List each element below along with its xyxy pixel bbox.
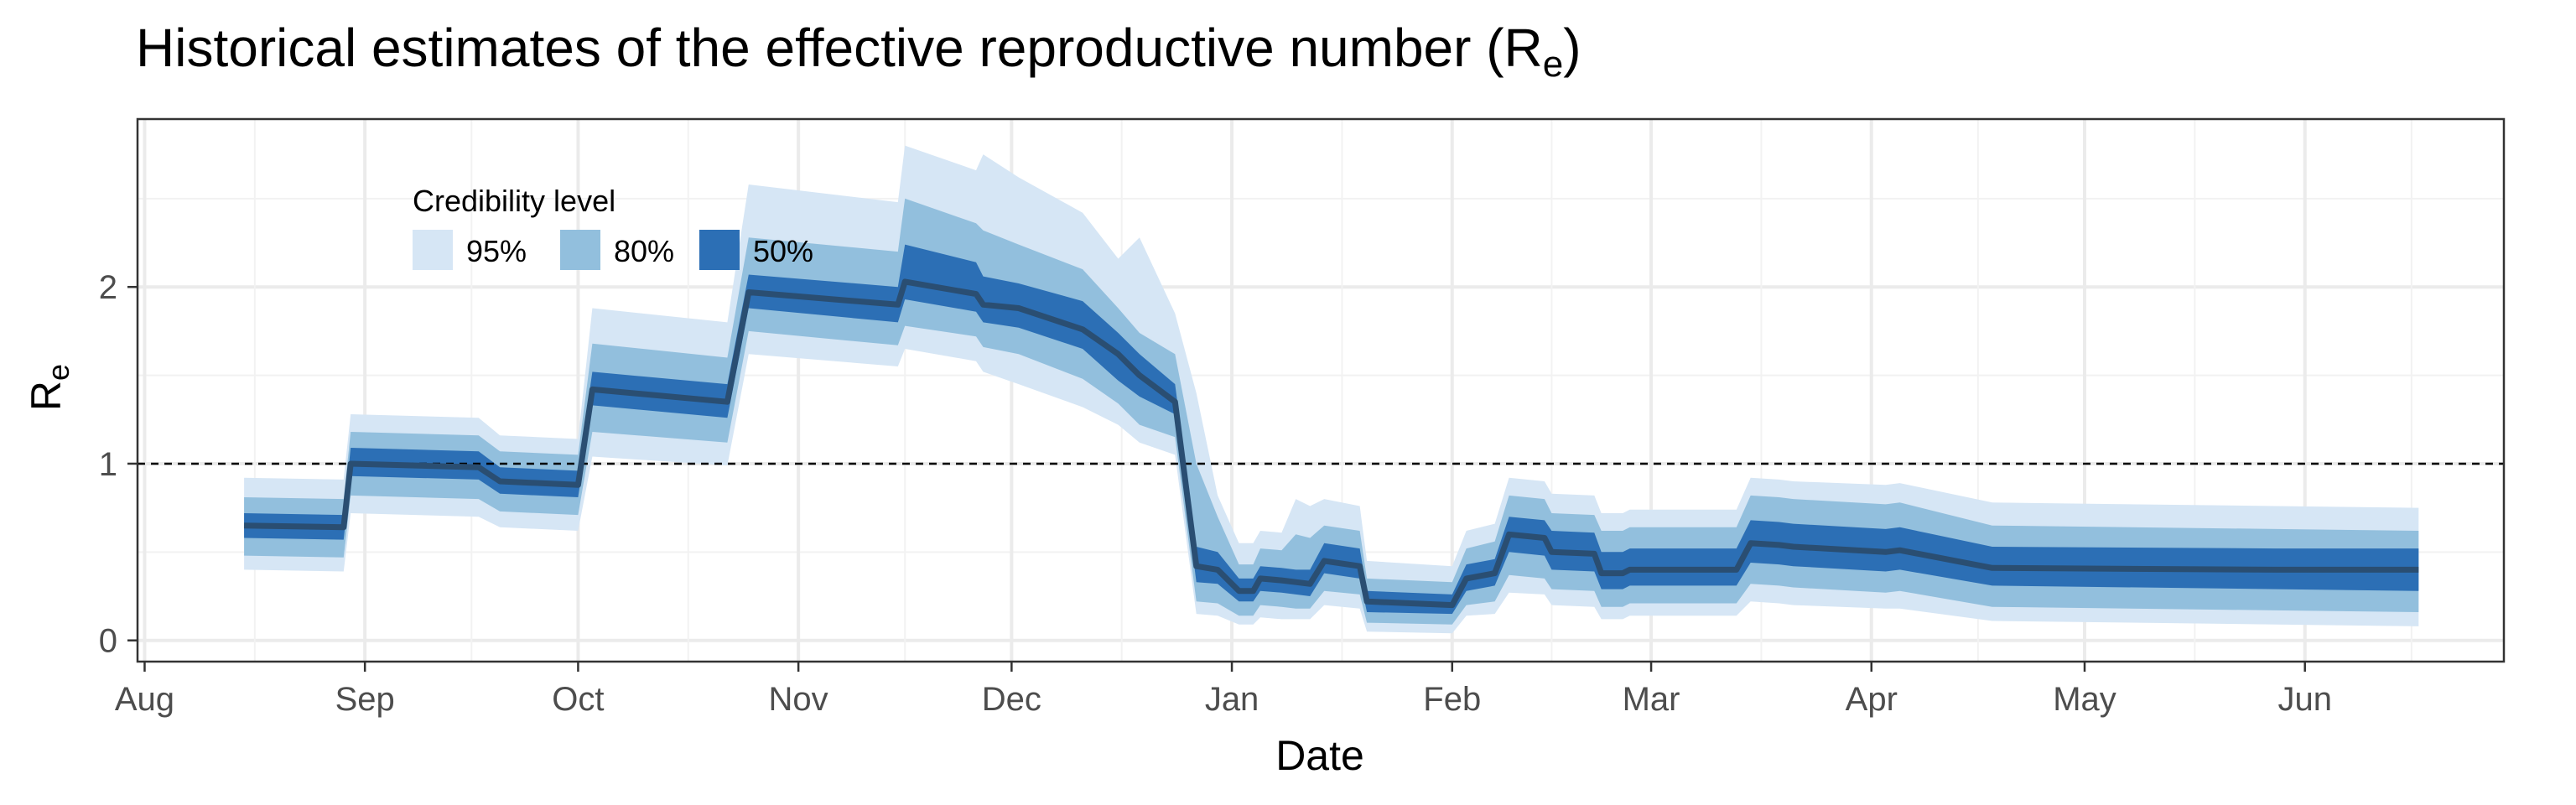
axis-ticks: 0 1 2 Aug Sep Oct Nov Dec Jan Feb Mar Apr May Jun bbox=[99, 269, 2332, 718]
x-tick-label: Feb bbox=[1423, 681, 1481, 718]
legend-label-80: 80% bbox=[614, 234, 674, 268]
legend: Credibility level 95% 80% 50% bbox=[413, 184, 813, 270]
chart-title-main: Historical estimates of the effective re… bbox=[136, 18, 1543, 78]
x-tick-label: Dec bbox=[982, 681, 1041, 718]
median-line bbox=[244, 278, 2419, 609]
y-tick-label: 1 bbox=[99, 446, 117, 483]
plot-border bbox=[136, 117, 2506, 663]
x-tick-label: May bbox=[2053, 681, 2116, 718]
chart-title-subscript: e bbox=[1543, 44, 1563, 85]
y-axis-title-main: R bbox=[23, 381, 70, 411]
band-50 bbox=[244, 244, 2419, 615]
legend-key-50 bbox=[699, 230, 740, 270]
y-axis-title-subscript: e bbox=[41, 364, 75, 381]
legend-key-95 bbox=[413, 230, 453, 270]
median-line-group bbox=[244, 278, 2419, 609]
credibility-bands bbox=[244, 145, 2419, 634]
legend-label-50: 50% bbox=[753, 234, 813, 268]
legend-label-95: 95% bbox=[466, 234, 527, 268]
legend-entries: 95% 80% 50% bbox=[413, 230, 813, 270]
legend-title: Credibility level bbox=[413, 184, 615, 218]
chart-title: Historical estimates of the effective re… bbox=[136, 18, 1581, 85]
x-tick-label: Mar bbox=[1623, 681, 1680, 718]
y-axis-title: Re bbox=[23, 364, 75, 411]
x-axis-title: Date bbox=[1275, 732, 1364, 779]
y-tick-label: 2 bbox=[99, 269, 117, 306]
legend-key-80 bbox=[560, 230, 600, 270]
x-tick-label: Aug bbox=[115, 681, 174, 718]
x-tick-label: Jun bbox=[2277, 681, 2332, 718]
x-tick-label: Oct bbox=[552, 681, 604, 718]
x-tick-label: Jan bbox=[1205, 681, 1259, 718]
y-tick-label: 0 bbox=[99, 623, 117, 660]
x-tick-label: Sep bbox=[335, 681, 395, 718]
x-tick-label: Apr bbox=[1846, 681, 1898, 718]
chart-title-suffix: ) bbox=[1563, 18, 1581, 78]
x-tick-label: Nov bbox=[769, 681, 828, 718]
